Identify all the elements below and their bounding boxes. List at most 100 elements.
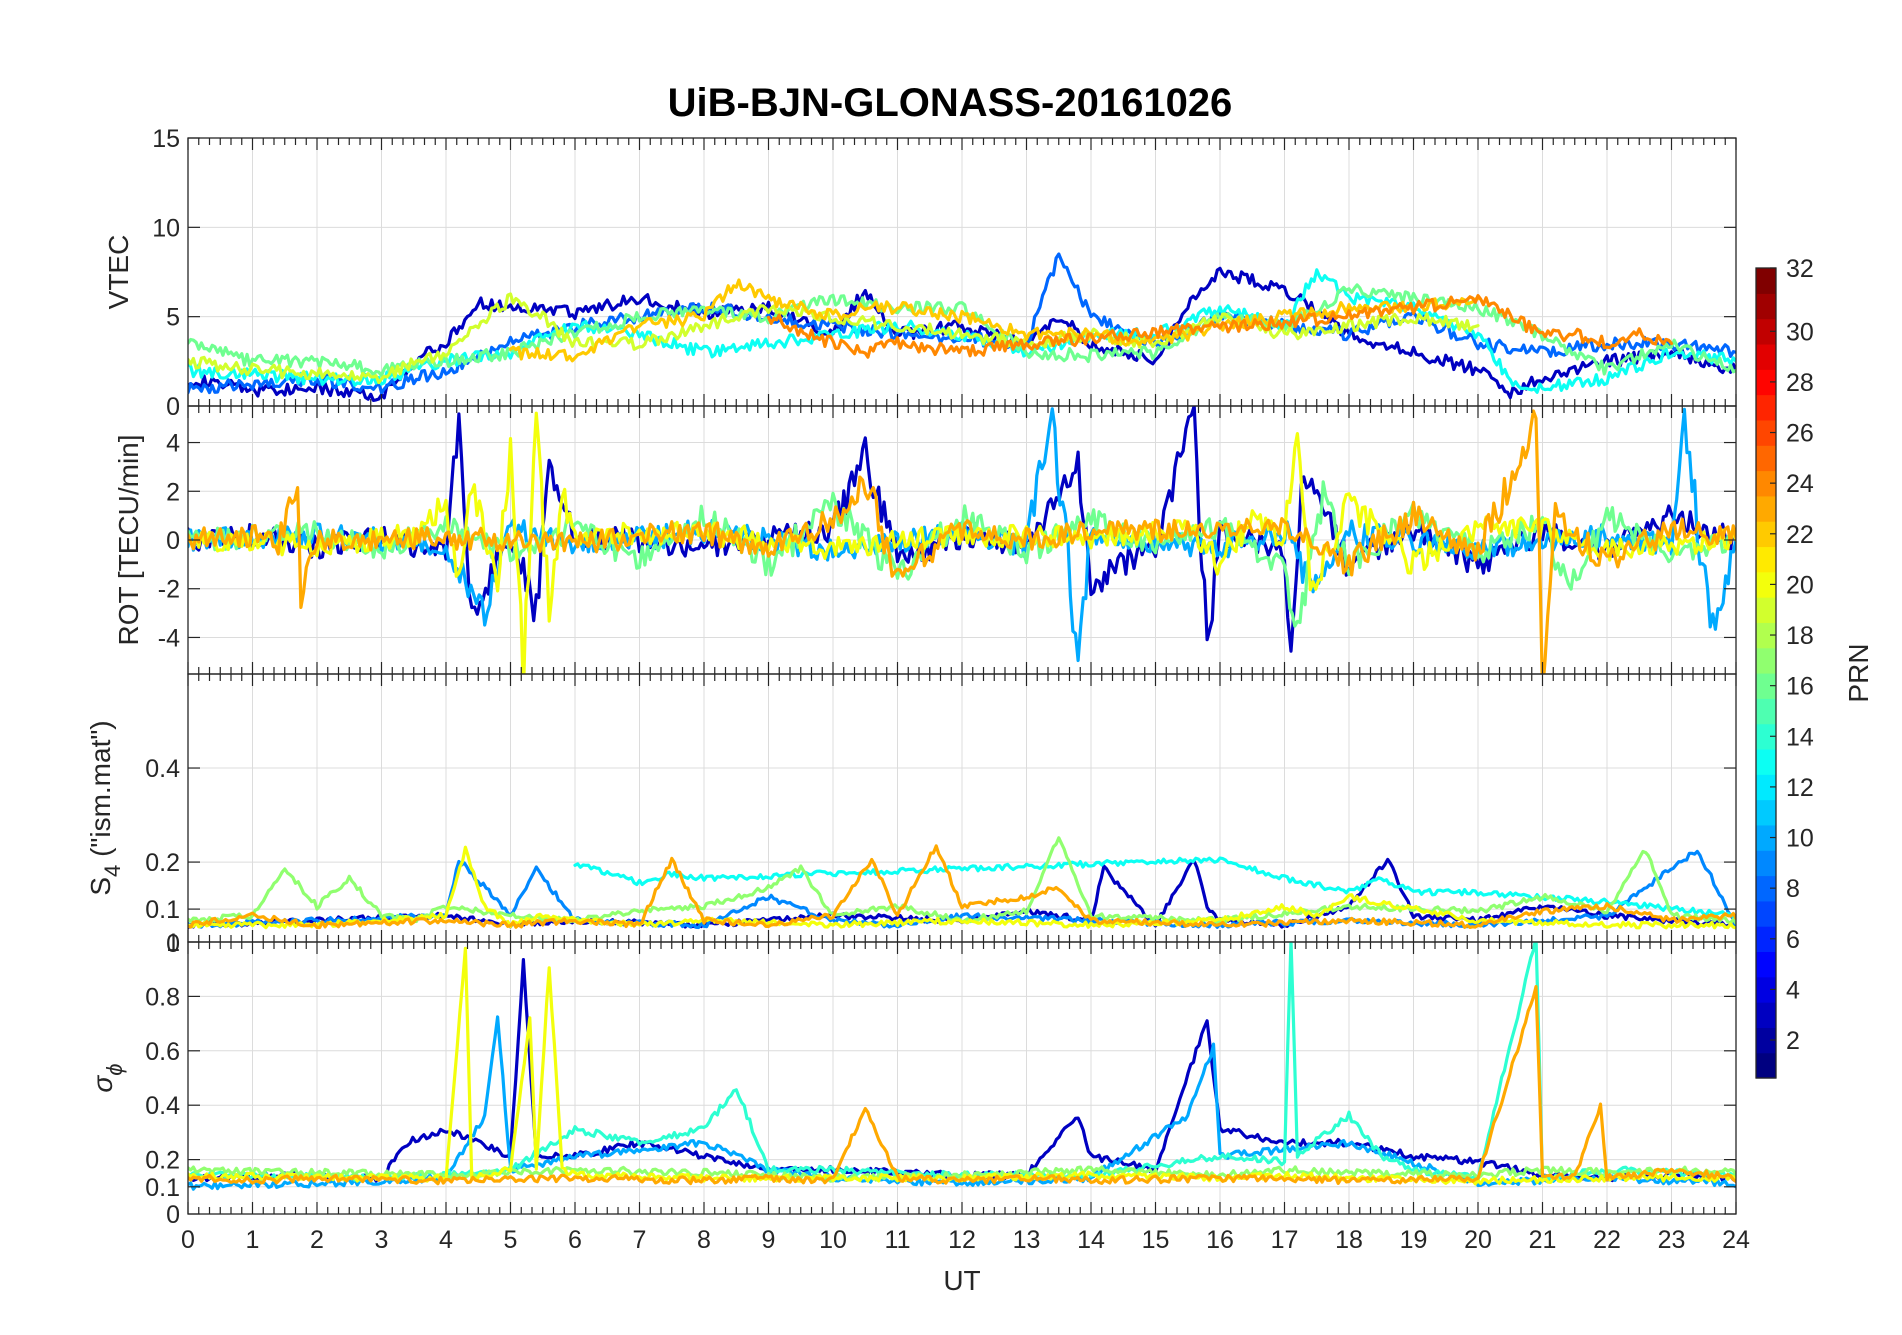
- x-tick-label: 22: [1593, 1226, 1621, 1254]
- colorbar-tick-label: 30: [1786, 318, 1814, 346]
- colorbar-tick-label: 26: [1786, 420, 1814, 448]
- x-tick-label: 24: [1722, 1226, 1750, 1254]
- colorbar-tick-label: 28: [1786, 369, 1814, 397]
- series-vtec-prn-16: [188, 283, 1736, 378]
- y-axis-label-rot: ROT [TECU/min]: [113, 434, 144, 645]
- colorbar-segment: [1756, 926, 1776, 953]
- y-tick-label: 2: [166, 478, 180, 506]
- y-tick-label: 0.1: [145, 896, 180, 924]
- x-ticks-s4: [187, 674, 1737, 942]
- colorbar-segment: [1756, 774, 1776, 801]
- x-tick-label: 23: [1658, 1226, 1686, 1254]
- series-rot-prn-23: [188, 409, 1736, 674]
- colorbar-segment: [1756, 369, 1776, 396]
- y-axis-label-sigma: σϕ: [87, 1063, 127, 1092]
- colorbar-segment: [1756, 343, 1776, 370]
- x-tick-label: 16: [1206, 1226, 1234, 1254]
- y-tick-label: 0.6: [145, 1038, 180, 1066]
- y-axis-label-s4: S4 ("ism.mat"): [85, 720, 125, 895]
- x-tick-label: 9: [762, 1226, 776, 1254]
- x-tick-label: 0: [181, 1226, 195, 1254]
- x-tick-label: 1: [246, 1226, 260, 1254]
- colorbar-segment: [1756, 597, 1776, 623]
- x-tick-label: 10: [819, 1226, 847, 1254]
- colorbar-segment: [1756, 571, 1776, 598]
- colorbar-segment: [1756, 850, 1776, 877]
- colorbar-segment: [1756, 698, 1776, 725]
- series-vtec-prn-24: [766, 294, 1674, 359]
- x-tick-label: 8: [697, 1226, 711, 1254]
- colorbar-segment: [1756, 875, 1776, 902]
- colorbar-segment: [1756, 1052, 1776, 1079]
- series-vtec-prn-3: [188, 266, 1736, 402]
- colorbar-segment: [1756, 268, 1776, 294]
- colorbar-segment: [1756, 723, 1776, 750]
- colorbar-tick-label: 8: [1786, 875, 1800, 903]
- y-tick-label: 0: [166, 393, 180, 421]
- x-tick-label: 6: [568, 1226, 582, 1254]
- colorbar-frame: [1755, 267, 1777, 1079]
- colorbar-tick-label: 20: [1786, 571, 1814, 599]
- y-tick-label: -4: [158, 624, 180, 652]
- colorbar-tick-label: 6: [1786, 926, 1800, 954]
- series-group-sigma: [188, 942, 1736, 1191]
- y-tick-label: -2: [158, 576, 180, 604]
- x-tick-label: 20: [1464, 1226, 1492, 1254]
- colorbar-segment: [1756, 799, 1776, 826]
- y-tick-label: 0: [166, 1201, 180, 1229]
- colorbar-segment: [1756, 622, 1776, 649]
- colorbar-segment: [1756, 647, 1776, 674]
- y-tick-label: 0.2: [145, 1147, 180, 1175]
- x-ticks-rot: [187, 406, 1737, 674]
- colorbar-segment: [1756, 495, 1776, 522]
- y-axis-label-vtec: VTEC: [103, 235, 134, 310]
- series-rot-prn-20: [188, 411, 1736, 674]
- series-vtec-prn-22: [508, 278, 1480, 363]
- colorbar-segment: [1756, 748, 1776, 775]
- panel-vtec: 0 5 10 15 VTEC: [103, 125, 1737, 421]
- panel-rot: -4 -2 0 2 4 ROT [TECU/min]: [113, 405, 1737, 675]
- colorbar-segment: [1756, 824, 1776, 851]
- colorbar-tick-label: 24: [1786, 470, 1814, 498]
- x-tick-label: 12: [948, 1226, 976, 1254]
- colorbar-tick-label: 10: [1786, 825, 1814, 853]
- colorbar-segment: [1756, 673, 1776, 699]
- x-tick-label: 7: [633, 1226, 647, 1254]
- panel-s4: 0.1 0.2 0.4 S4 ("ism.mat"): [85, 673, 1737, 943]
- x-tick-label: 18: [1335, 1226, 1363, 1254]
- series-group-s4: [188, 836, 1736, 930]
- corner-tick-label: 0: [166, 930, 180, 958]
- x-tick-label: 5: [504, 1226, 518, 1254]
- colorbar-segment: [1756, 951, 1776, 978]
- y-tick-label: 15: [152, 125, 180, 153]
- colorbar-segment: [1756, 1027, 1776, 1054]
- colorbar-segment: [1756, 521, 1776, 548]
- colorbar-segment: [1756, 470, 1776, 497]
- y-tick-label: 0.1: [145, 1174, 180, 1202]
- y-tick-label: 0.4: [145, 1092, 180, 1120]
- x-tick-label: 3: [375, 1226, 389, 1254]
- series-group-rot: [188, 406, 1736, 674]
- x-tick-label: 14: [1077, 1226, 1105, 1254]
- x-tick-label: 17: [1271, 1226, 1299, 1254]
- series-s4-prn-23: [188, 844, 1736, 930]
- y-tick-label: 0.2: [145, 849, 180, 877]
- x-tick-label: 11: [885, 1226, 911, 1254]
- y-tick-label: 0.4: [145, 755, 180, 783]
- colorbar-tick-label: 4: [1786, 976, 1800, 1004]
- x-ticks-vtec: [187, 138, 1737, 406]
- colorbar-tick-label: 14: [1786, 723, 1814, 751]
- x-tick-label: 15: [1142, 1226, 1170, 1254]
- colorbar-tick-label: 16: [1786, 673, 1814, 701]
- chart-title: UiB-BJN-GLONASS-20161026: [668, 81, 1233, 125]
- series-group-vtec: [188, 252, 1736, 402]
- y-tick-label: 4: [166, 430, 180, 458]
- x-tick-label: 2: [310, 1226, 324, 1254]
- colorbar-segment: [1756, 445, 1776, 472]
- colorbar-tick-label: 32: [1786, 255, 1814, 283]
- x-tick-label: 21: [1529, 1226, 1557, 1254]
